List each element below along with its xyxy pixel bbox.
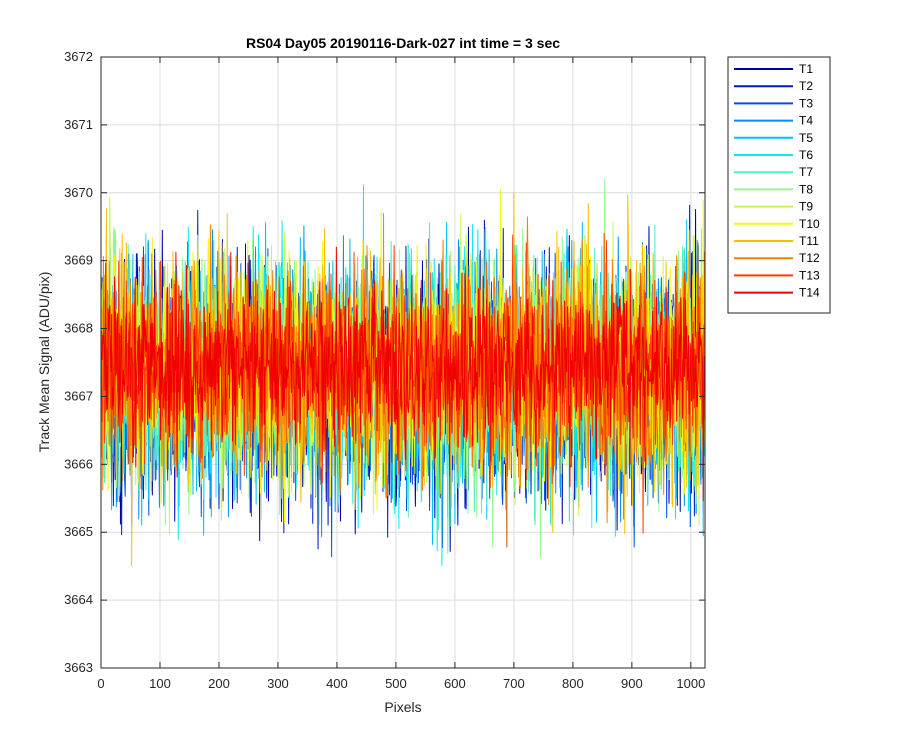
x-axis-label: Pixels bbox=[384, 699, 421, 715]
axes-box bbox=[100, 56, 706, 669]
legend-entry-t11: T11 bbox=[734, 234, 819, 248]
legend-entry-t8: T8 bbox=[734, 182, 813, 196]
series-layer bbox=[101, 178, 705, 567]
legend-label: T14 bbox=[799, 286, 820, 300]
x-tick-label: 500 bbox=[385, 676, 407, 691]
legend-label: T12 bbox=[799, 251, 820, 265]
legend-entry-t6: T6 bbox=[734, 148, 813, 162]
legend-label: T9 bbox=[799, 200, 813, 214]
y-tick-label: 3668 bbox=[64, 321, 93, 336]
legend-label: T10 bbox=[799, 217, 820, 231]
y-tick-label: 3672 bbox=[64, 49, 93, 64]
legend-label: T2 bbox=[799, 79, 813, 93]
legend: T1 T2 T3 T4 T5 T6 T7 T8 T9 T10 T11 T12 T13 T14 bbox=[727, 56, 831, 314]
legend-entry-t14: T14 bbox=[734, 286, 820, 300]
legend-entry-t9: T9 bbox=[734, 200, 813, 214]
plot-area: 0 100 200 300 400 500 600 700 800 900 1000 3663 3664… bbox=[64, 49, 706, 691]
legend-label: T11 bbox=[799, 234, 819, 248]
tick-layer: 0 100 200 300 400 500 600 700 800 900 1000 3663 3664… bbox=[64, 49, 705, 691]
legend-entry-t3: T3 bbox=[734, 96, 813, 110]
series-line-t14 bbox=[101, 246, 705, 502]
y-tick-label: 3665 bbox=[64, 524, 93, 539]
legend-label: T6 bbox=[799, 148, 813, 162]
x-tick-label: 200 bbox=[208, 676, 230, 691]
legend-box bbox=[727, 56, 831, 314]
legend-label: T13 bbox=[799, 268, 820, 282]
x-tick-label: 300 bbox=[267, 676, 289, 691]
legend-items: T1 T2 T3 T4 T5 T6 T7 T8 T9 T10 T11 T12 T13 T14 bbox=[734, 62, 820, 300]
x-tick-label: 800 bbox=[562, 676, 584, 691]
x-tick-label: 700 bbox=[503, 676, 525, 691]
legend-label: T1 bbox=[799, 62, 813, 76]
y-axis-label: Track Mean Signal (ADU/pix) bbox=[36, 272, 52, 453]
legend-label: T3 bbox=[799, 96, 813, 110]
legend-entry-t12: T12 bbox=[734, 251, 820, 265]
legend-entry-t10: T10 bbox=[734, 217, 820, 231]
x-tick-label: 600 bbox=[444, 676, 466, 691]
x-tick-label: 100 bbox=[149, 676, 171, 691]
x-tick-label: 400 bbox=[326, 676, 348, 691]
y-tick-label: 3663 bbox=[64, 660, 93, 675]
legend-entry-t13: T13 bbox=[734, 268, 820, 282]
legend-label: T8 bbox=[799, 182, 813, 196]
legend-entry-t5: T5 bbox=[734, 131, 813, 145]
legend-entry-t1: T1 bbox=[734, 62, 813, 76]
x-tick-label: 0 bbox=[97, 676, 104, 691]
y-tick-label: 3666 bbox=[64, 456, 93, 471]
legend-entry-t7: T7 bbox=[734, 165, 813, 179]
legend-entry-t4: T4 bbox=[734, 114, 813, 128]
legend-label: T5 bbox=[799, 131, 813, 145]
y-tick-label: 3670 bbox=[64, 185, 93, 200]
y-tick-label: 3664 bbox=[64, 592, 93, 607]
chart-title: RS04 Day05 20190116-Dark-027 int time = … bbox=[246, 35, 560, 51]
legend-label: T7 bbox=[799, 165, 813, 179]
y-tick-label: 3669 bbox=[64, 253, 93, 268]
y-tick-label: 3667 bbox=[64, 388, 93, 403]
legend-entry-t2: T2 bbox=[734, 79, 813, 93]
x-tick-label: 900 bbox=[621, 676, 643, 691]
legend-label: T4 bbox=[799, 114, 813, 128]
x-tick-label: 1000 bbox=[676, 676, 705, 691]
y-tick-label: 3671 bbox=[64, 117, 93, 132]
